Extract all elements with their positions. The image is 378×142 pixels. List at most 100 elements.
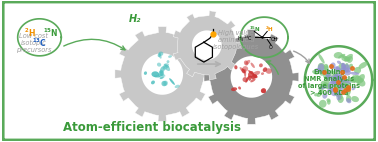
Ellipse shape: [319, 86, 324, 94]
Ellipse shape: [336, 66, 341, 72]
Ellipse shape: [335, 75, 340, 86]
Ellipse shape: [341, 56, 350, 61]
Ellipse shape: [318, 63, 325, 72]
Ellipse shape: [163, 65, 167, 70]
Ellipse shape: [159, 70, 163, 73]
Ellipse shape: [334, 83, 340, 89]
Ellipse shape: [352, 86, 356, 90]
Ellipse shape: [245, 76, 249, 83]
Ellipse shape: [175, 85, 180, 88]
Text: $\mathregular{^2}$H: $\mathregular{^2}$H: [24, 26, 36, 39]
Ellipse shape: [352, 75, 356, 83]
Ellipse shape: [332, 79, 344, 84]
Ellipse shape: [312, 70, 319, 75]
Ellipse shape: [334, 52, 343, 59]
Text: $\mathregular{^{15}}$N: $\mathregular{^{15}}$N: [43, 26, 59, 39]
Ellipse shape: [314, 68, 321, 72]
Ellipse shape: [342, 78, 350, 86]
Ellipse shape: [322, 93, 327, 99]
Ellipse shape: [159, 54, 162, 59]
Ellipse shape: [335, 77, 341, 82]
Ellipse shape: [344, 70, 351, 76]
Ellipse shape: [266, 68, 272, 74]
Ellipse shape: [350, 72, 359, 75]
Polygon shape: [173, 11, 241, 80]
Ellipse shape: [321, 80, 330, 89]
Ellipse shape: [358, 79, 366, 86]
Ellipse shape: [245, 60, 250, 65]
Ellipse shape: [251, 63, 255, 68]
Ellipse shape: [330, 62, 336, 69]
Ellipse shape: [324, 73, 332, 79]
Ellipse shape: [238, 86, 241, 90]
Ellipse shape: [261, 72, 264, 75]
Polygon shape: [192, 30, 222, 60]
Ellipse shape: [335, 75, 344, 80]
Ellipse shape: [144, 71, 147, 75]
Ellipse shape: [168, 55, 172, 58]
Text: High value
amino acid
isotopologues: High value amino acid isotopologues: [213, 30, 259, 50]
Ellipse shape: [346, 98, 351, 103]
Ellipse shape: [338, 96, 344, 103]
Ellipse shape: [336, 73, 341, 78]
Ellipse shape: [337, 82, 345, 88]
Ellipse shape: [323, 69, 330, 80]
Ellipse shape: [165, 65, 169, 68]
Ellipse shape: [240, 67, 246, 73]
Ellipse shape: [334, 76, 340, 81]
Ellipse shape: [336, 93, 341, 101]
Ellipse shape: [335, 84, 342, 90]
Ellipse shape: [342, 79, 351, 84]
Ellipse shape: [250, 79, 256, 82]
Ellipse shape: [336, 75, 344, 84]
Ellipse shape: [319, 71, 324, 76]
Ellipse shape: [336, 91, 342, 96]
Ellipse shape: [338, 67, 345, 72]
Ellipse shape: [327, 98, 331, 102]
Ellipse shape: [334, 78, 343, 83]
Ellipse shape: [253, 74, 257, 78]
Ellipse shape: [336, 75, 344, 81]
Ellipse shape: [342, 80, 347, 89]
Ellipse shape: [248, 70, 254, 75]
Ellipse shape: [158, 72, 163, 77]
Ellipse shape: [242, 68, 245, 73]
Ellipse shape: [251, 75, 257, 79]
Ellipse shape: [321, 81, 327, 87]
Ellipse shape: [344, 67, 351, 73]
Polygon shape: [141, 53, 183, 95]
Ellipse shape: [164, 64, 170, 71]
Ellipse shape: [338, 63, 346, 70]
Ellipse shape: [157, 63, 161, 67]
Ellipse shape: [337, 61, 341, 64]
Ellipse shape: [351, 96, 359, 102]
Ellipse shape: [350, 75, 359, 83]
Ellipse shape: [243, 77, 248, 82]
Ellipse shape: [354, 76, 362, 83]
Ellipse shape: [335, 76, 341, 84]
Ellipse shape: [160, 77, 163, 79]
Ellipse shape: [336, 77, 342, 84]
Ellipse shape: [334, 76, 344, 83]
Ellipse shape: [164, 63, 169, 66]
Ellipse shape: [346, 95, 351, 102]
Text: Low cost
isotopic
precursors: Low cost isotopic precursors: [16, 33, 51, 53]
Ellipse shape: [319, 86, 327, 89]
Polygon shape: [204, 30, 299, 124]
Polygon shape: [231, 56, 272, 98]
Ellipse shape: [333, 87, 340, 96]
Ellipse shape: [334, 91, 338, 95]
Ellipse shape: [234, 65, 237, 69]
Ellipse shape: [350, 78, 356, 82]
Ellipse shape: [330, 88, 337, 96]
Ellipse shape: [335, 92, 341, 97]
Ellipse shape: [151, 81, 155, 84]
Ellipse shape: [338, 94, 343, 100]
Ellipse shape: [332, 77, 337, 84]
Ellipse shape: [331, 73, 338, 80]
Ellipse shape: [345, 63, 349, 69]
Ellipse shape: [335, 77, 342, 81]
Ellipse shape: [318, 63, 324, 73]
Ellipse shape: [341, 63, 346, 70]
Ellipse shape: [356, 74, 365, 84]
